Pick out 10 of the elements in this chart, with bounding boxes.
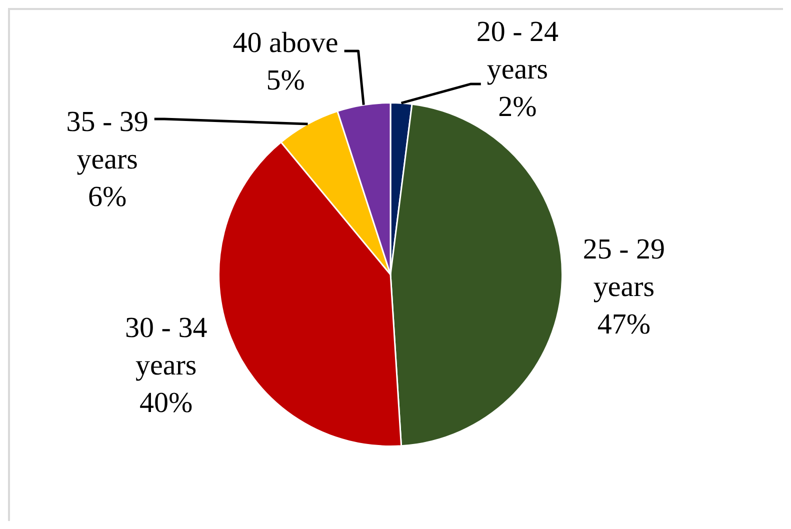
data-label: 5% <box>266 64 305 97</box>
data-label: 6% <box>88 180 127 213</box>
slice-label: 35 - 39 years <box>66 106 148 176</box>
slice-label: 40 above <box>232 27 338 60</box>
slice-label: 20 - 24 years <box>476 16 560 86</box>
data-label: 40% <box>140 387 193 420</box>
slice-label: 30 - 34 years <box>125 312 208 382</box>
slice-label: 25 - 29 years <box>582 233 666 303</box>
data-label: 47% <box>597 308 651 340</box>
data-label: 2% <box>498 90 537 123</box>
